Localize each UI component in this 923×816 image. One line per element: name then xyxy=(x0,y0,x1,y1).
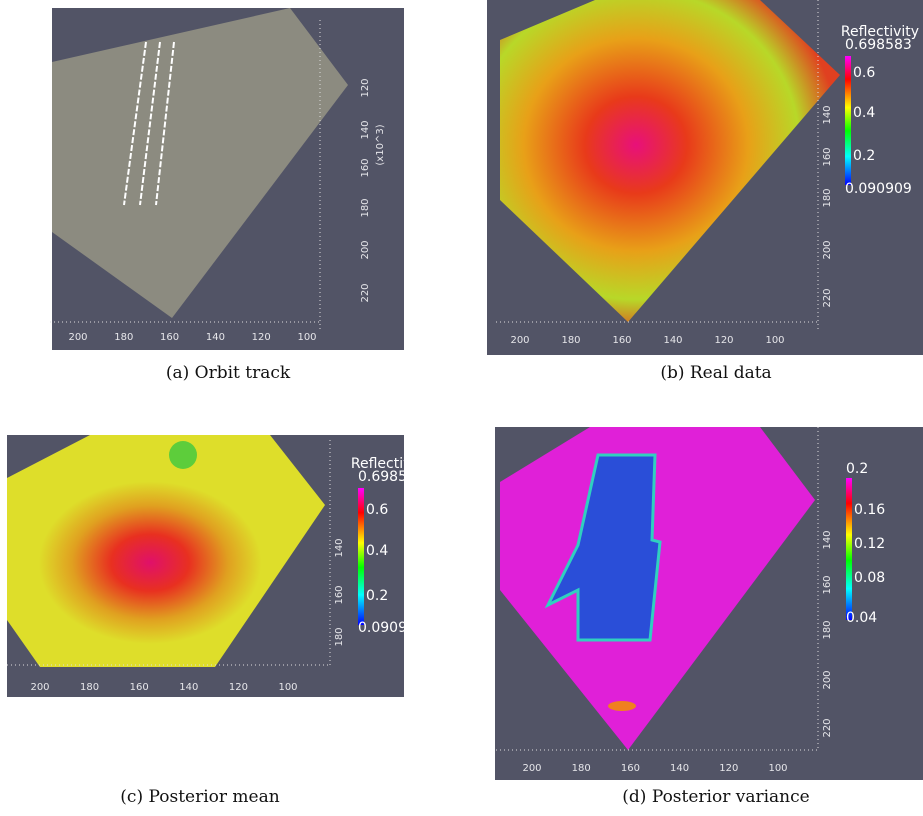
figure: (a) Orbit track 200 180 160 140 120 100 120 140 1… xyxy=(0,0,923,816)
x-tick-label: 140 xyxy=(663,335,682,346)
variance-spot xyxy=(608,701,636,711)
x-tick-label: 140 xyxy=(206,332,225,343)
y-tick-label: 180 xyxy=(334,627,345,646)
x-tick-label: 160 xyxy=(160,332,179,343)
colorbar xyxy=(358,488,364,625)
colorbar-label: 0.16 xyxy=(854,502,885,518)
colorbar-label: 0.4 xyxy=(853,105,875,121)
colorbar-label: 0.6 xyxy=(366,502,388,518)
caption: (c) Posterior mean xyxy=(120,787,279,807)
y-tick-label: 160 xyxy=(334,585,345,604)
x-tick-label: 120 xyxy=(714,335,733,346)
colorbar-label: 0.090909 xyxy=(845,181,912,197)
colorbar-label: 0.6 xyxy=(853,65,875,81)
x-tick-label: 160 xyxy=(621,763,640,774)
x-tick-label: 120 xyxy=(719,763,738,774)
x-tick-label: 100 xyxy=(297,332,316,343)
colorbar xyxy=(846,478,852,620)
colorbar-label: 0.2 xyxy=(366,588,388,604)
y-tick-label: 140 xyxy=(360,120,371,139)
x-tick-label: 200 xyxy=(510,335,529,346)
caption: (d) Posterior variance xyxy=(622,787,809,807)
y-tick-label: 200 xyxy=(822,240,833,259)
y-tick-label: 180 xyxy=(822,620,833,639)
colorbar xyxy=(845,56,851,185)
y-tick-label: 220 xyxy=(360,283,371,302)
caption: (b) Real data xyxy=(660,363,771,383)
x-tick-label: 180 xyxy=(114,332,133,343)
y-unit: (x10^3) xyxy=(375,124,386,165)
colorbar-label: 0.4 xyxy=(366,543,388,559)
caption: (a) Orbit track xyxy=(166,363,291,383)
colorbar-label: 0.04 xyxy=(846,610,877,626)
x-tick-label: 200 xyxy=(68,332,87,343)
x-tick-label: 200 xyxy=(522,763,541,774)
y-tick-label: 180 xyxy=(822,188,833,207)
x-tick-label: 180 xyxy=(561,335,580,346)
y-tick-label: 140 xyxy=(334,538,345,557)
x-tick-label: 160 xyxy=(130,682,149,693)
x-tick-label: 200 xyxy=(30,682,49,693)
y-tick-label: 140 xyxy=(822,105,833,124)
y-tick-label: 180 xyxy=(360,198,371,217)
x-tick-label: 100 xyxy=(765,335,784,346)
y-tick-label: 160 xyxy=(822,147,833,166)
x-tick-label: 100 xyxy=(768,763,787,774)
y-tick-label: 120 xyxy=(360,78,371,97)
x-tick-label: 160 xyxy=(612,335,631,346)
y-tick-label: 160 xyxy=(822,575,833,594)
y-tick-label: 220 xyxy=(822,718,833,737)
colorbar-label: 0.2 xyxy=(846,461,868,477)
x-tick-label: 140 xyxy=(179,682,198,693)
y-tick-label: 200 xyxy=(360,240,371,259)
y-tick-label: 200 xyxy=(822,670,833,689)
colorbar-label: 0.12 xyxy=(854,536,885,552)
x-tick-label: 120 xyxy=(252,332,271,343)
y-tick-label: 220 xyxy=(822,288,833,307)
x-tick-label: 100 xyxy=(278,682,297,693)
colorbar-label: 0.698583 xyxy=(358,469,425,485)
colorbar-label: 0.090909 xyxy=(358,620,425,636)
y-tick-label: 160 xyxy=(360,158,371,177)
mean-blob xyxy=(169,441,197,469)
x-tick-label: 180 xyxy=(80,682,99,693)
colorbar-label: 0.2 xyxy=(853,148,875,164)
colorbar-label: 0.08 xyxy=(854,570,885,586)
x-tick-label: 140 xyxy=(670,763,689,774)
x-tick-label: 180 xyxy=(572,763,591,774)
colorbar-label: 0.698583 xyxy=(845,37,912,53)
y-tick-label: 140 xyxy=(822,530,833,549)
x-tick-label: 120 xyxy=(229,682,248,693)
